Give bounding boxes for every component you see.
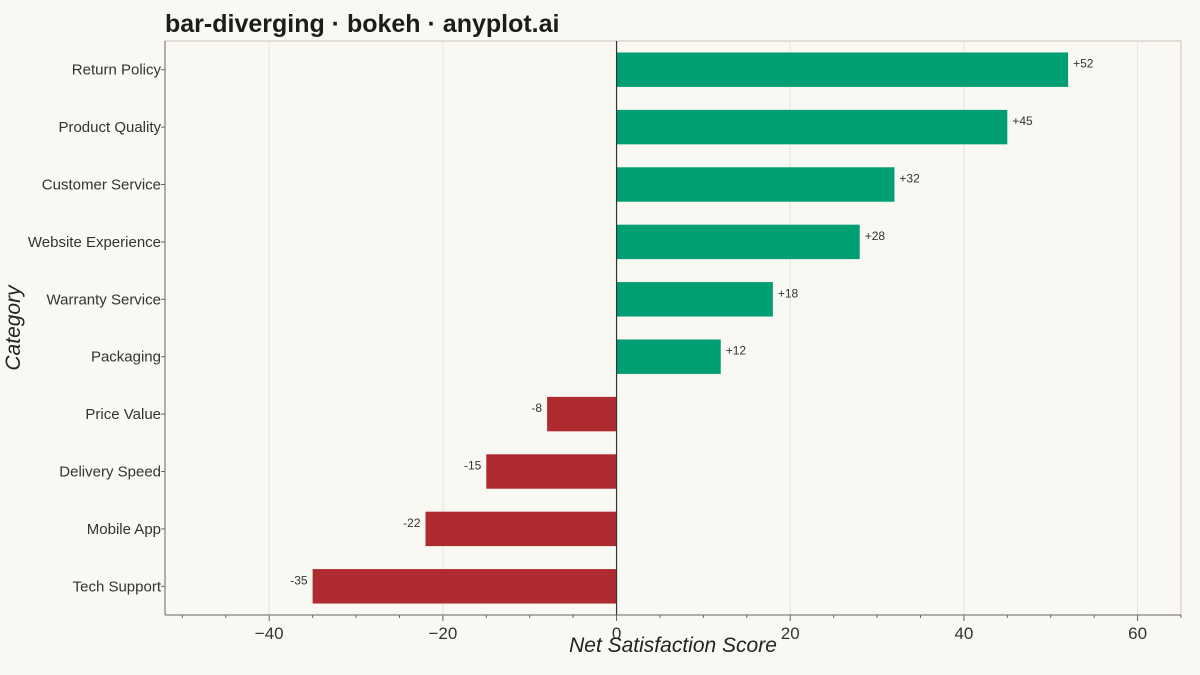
bar-value-label: +28 — [865, 229, 886, 243]
y-tick-label: Price Value — [85, 406, 161, 423]
bar — [312, 569, 617, 604]
x-tick-label: −40 — [255, 624, 284, 643]
y-tick-label: Tech Support — [73, 578, 162, 595]
bar-value-label: +52 — [1073, 57, 1094, 71]
bar — [616, 282, 773, 317]
y-tick-label: Customer Service — [42, 177, 161, 194]
bar — [616, 167, 895, 202]
y-tick-label: Return Policy — [72, 62, 162, 79]
bar-value-label: +32 — [899, 172, 920, 186]
y-tick-label: Mobile App — [87, 521, 161, 538]
bar — [616, 339, 721, 374]
bar-value-label: -35 — [290, 573, 308, 587]
y-tick-label: Warranty Service — [47, 291, 161, 308]
x-axis-label: Net Satisfaction Score — [569, 634, 777, 657]
bar-value-label: -15 — [464, 459, 482, 473]
bar-value-label: +18 — [778, 286, 799, 300]
x-tick-label: 40 — [954, 624, 973, 643]
y-tick-label: Packaging — [91, 349, 161, 366]
x-tick-label: 0 — [612, 624, 621, 643]
bar — [616, 109, 1008, 145]
bar — [486, 454, 617, 489]
bar — [425, 511, 617, 547]
x-tick-label: 20 — [781, 624, 800, 643]
bar — [616, 224, 860, 260]
y-tick-label: Product Quality — [58, 119, 161, 136]
bar-value-label: -8 — [531, 401, 542, 415]
bar — [616, 52, 1069, 87]
x-tick-label: −20 — [428, 624, 457, 643]
y-tick-label: Website Experience — [28, 234, 161, 251]
bar-value-label: +45 — [1012, 114, 1033, 128]
bar-value-label: -22 — [403, 516, 421, 530]
bar — [547, 396, 617, 432]
y-axis-label: Category — [2, 285, 25, 371]
chart-title: bar-diverging · bokeh · anyplot.ai — [165, 10, 560, 38]
x-tick-label: 60 — [1128, 624, 1147, 643]
bar-value-label: +12 — [726, 344, 747, 358]
y-tick-label: Delivery Speed — [59, 464, 161, 481]
